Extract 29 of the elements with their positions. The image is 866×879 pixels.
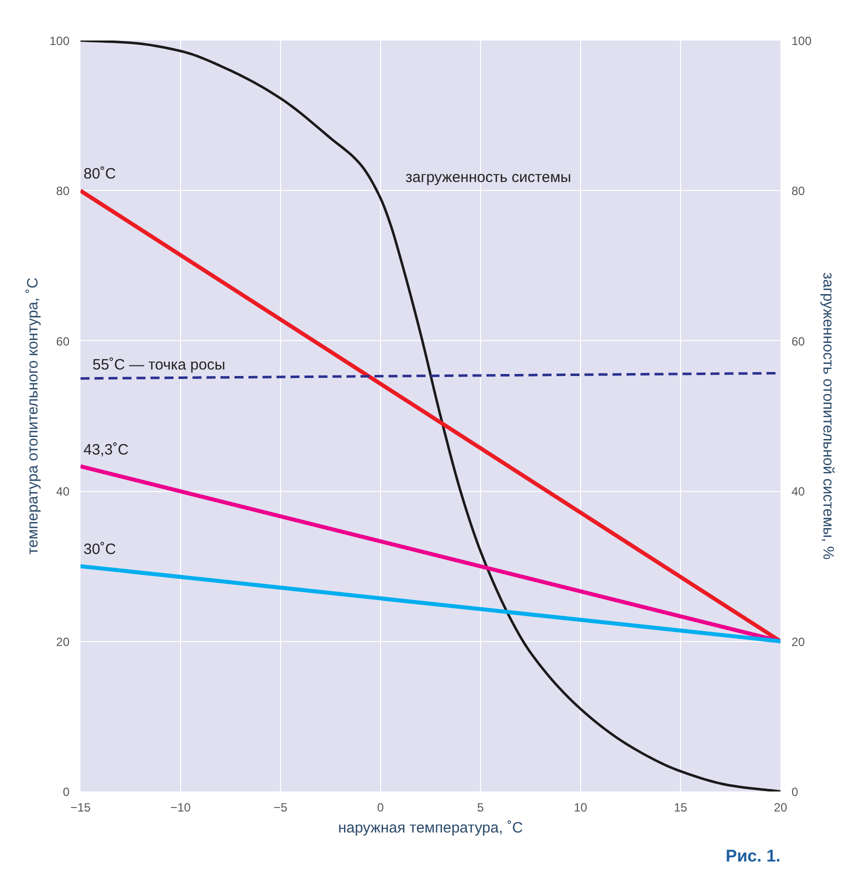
series-label: загруженность системы — [406, 169, 572, 186]
y2-tick-label: 60 — [792, 334, 806, 348]
series-label: 43,3˚C — [84, 441, 129, 458]
y2-tick-label: 20 — [792, 634, 806, 649]
y2-axis-title: загруженность отопительной системы, % — [820, 272, 837, 560]
y2-tick-label: 0 — [792, 785, 798, 799]
x-tick-label: 20 — [774, 800, 788, 814]
x-tick-label: 0 — [377, 800, 384, 814]
x-tick-label: 10 — [574, 800, 588, 814]
x-axis-title: наружная температура, ˚С — [338, 820, 524, 836]
x-tick-label: 15 — [674, 800, 688, 814]
y-tick-label: 0 — [62, 785, 70, 799]
y2-tick-label: 40 — [792, 484, 806, 499]
x-tick-label: −15 — [70, 800, 92, 814]
text: Рис. 1. — [726, 846, 781, 866]
y-tick-label: 60 — [56, 334, 70, 348]
y2-tick-label: 100 — [792, 34, 812, 48]
y-axis-title: температура отопительного контура, ˚С — [24, 277, 42, 554]
x-tick-label: −5 — [274, 800, 288, 814]
x-tick-label: −10 — [170, 800, 192, 814]
y-tick-label: 100 — [49, 34, 70, 48]
series-label: 80˚C — [84, 166, 116, 183]
y-tick-label: 20 — [56, 634, 70, 649]
y-tick-label: 80 — [56, 184, 70, 198]
x-tick-label: 5 — [477, 800, 484, 814]
series-label: 30˚C — [84, 541, 116, 558]
y2-tick-label: 80 — [792, 184, 806, 198]
series-label: 55˚C — точка росы — [92, 356, 226, 374]
y-tick-label: 40 — [56, 484, 70, 499]
